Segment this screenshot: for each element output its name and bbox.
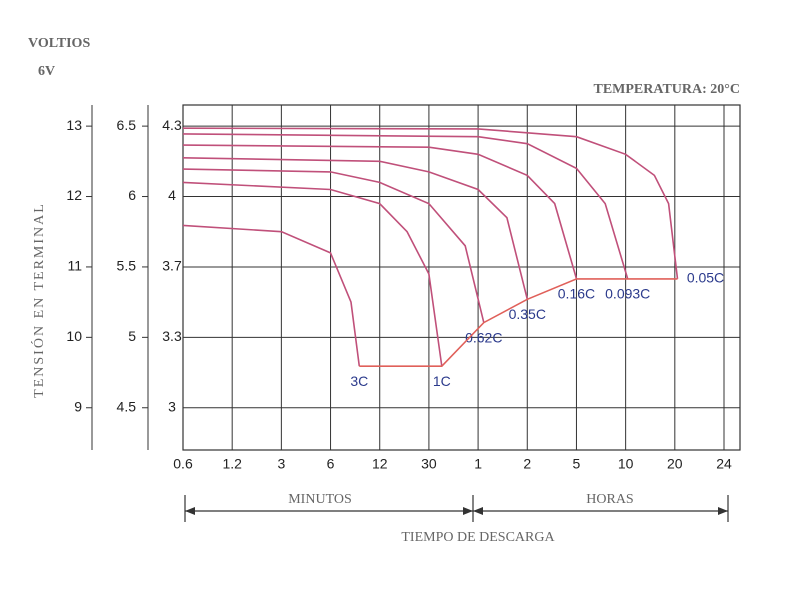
unit-sub: 6V [38, 64, 55, 79]
series-line [182, 133, 629, 280]
series-line [182, 224, 361, 367]
range-arrows [184, 495, 729, 522]
x-tick-label: 1 [474, 456, 482, 472]
y-axis-title: TENSIÓN EN TERMINAL [30, 202, 47, 398]
x-tick-label: 1.2 [222, 456, 242, 472]
curve-label: 0.05C [687, 270, 724, 286]
x-tick-label: 20 [667, 456, 683, 472]
y3-tick-label: 3 [168, 398, 176, 414]
y2-tick-label: 4.5 [117, 398, 137, 414]
x-axis-title: TIEMPO DE DESCARGA [401, 530, 555, 545]
section-label: HORAS [586, 492, 633, 507]
x-tick-label: 0.6 [173, 456, 193, 472]
y3-tick-label: 4.3 [162, 117, 182, 133]
series-line [359, 278, 678, 367]
curve-label: 3C [350, 373, 368, 389]
chart-title: TEMPERATURA: 20°C [593, 82, 740, 97]
y-tick-label: 12 [66, 187, 82, 203]
series-line [182, 144, 578, 280]
curve-label: 0.16C [558, 286, 595, 302]
curve-label: 0.093C [605, 286, 650, 302]
y-tick-label: 11 [67, 258, 82, 274]
y-tick-label: 9 [74, 398, 82, 414]
series-line [182, 157, 529, 300]
y3-tick-label: 4 [168, 187, 176, 203]
x-tick-label: 12 [372, 456, 388, 472]
x-tick-label: 2 [523, 456, 531, 472]
series-line [182, 181, 443, 367]
plot-frame [182, 104, 741, 451]
series-line [182, 168, 485, 323]
x-tick-label: 3 [277, 456, 285, 472]
curve-label: 0.35C [509, 306, 546, 322]
y3-tick-label: 3.3 [162, 328, 182, 344]
x-tick-label: 6 [327, 456, 335, 472]
x-tick-label: 24 [716, 456, 732, 472]
curve-label: 1C [433, 373, 451, 389]
y3-tick-label: 3.7 [162, 258, 182, 274]
y2-tick-label: 6 [128, 187, 136, 203]
series-line [182, 127, 679, 279]
section-label: MINUTOS [288, 492, 352, 507]
x-tick-label: 10 [618, 456, 634, 472]
y2-tick-label: 5 [128, 328, 136, 344]
x-tick-label: 5 [573, 456, 581, 472]
y2-tick-label: 5.5 [117, 258, 137, 274]
y2-tick-label: 6.5 [117, 117, 137, 133]
x-tick-label: 30 [421, 456, 437, 472]
y-tick-label: 10 [66, 328, 82, 344]
y-tick-label: 13 [66, 117, 82, 133]
unit-label: VOLTIOS [28, 36, 90, 51]
